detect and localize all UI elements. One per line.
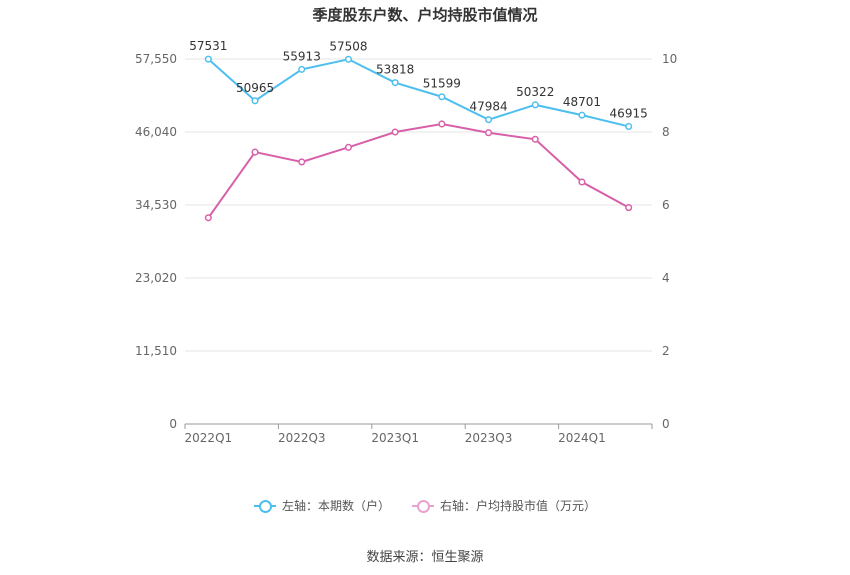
data-point-holders (531, 101, 539, 109)
legend-label-right: 右轴：户均持股市值（万元） (440, 499, 597, 513)
x-axis-tick-label: 2024Q1 (558, 431, 606, 445)
data-point-avg-value (391, 128, 399, 136)
data-point-holders (438, 93, 446, 101)
x-axis-tick-label: 2022Q1 (185, 431, 233, 445)
series-line-avg-value (207, 122, 630, 219)
x-axis-tick-label: 2023Q1 (371, 431, 419, 445)
left-axis-tick-label: 11,510 (135, 344, 177, 358)
legend: 左轴：本期数（户） 右轴：户均持股市值（万元） (0, 497, 850, 514)
data-label: 57531 (189, 39, 227, 53)
data-label: 50322 (516, 85, 554, 99)
x-axis-tick-label: 2023Q3 (465, 431, 513, 445)
data-label: 47984 (469, 100, 507, 114)
data-point-holders (578, 111, 586, 119)
data-point-avg-value (298, 158, 306, 166)
data-label: 51599 (423, 77, 461, 91)
data-point-holders (298, 65, 306, 73)
x-axis-tick-label: 2022Q3 (278, 431, 326, 445)
left-axis-tick-label: 57,550 (135, 52, 177, 66)
legend-label-left: 左轴：本期数（户） (281, 499, 390, 513)
right-axis-tick-label: 10 (662, 52, 677, 66)
data-label: 55913 (283, 49, 321, 63)
data-point-avg-value (578, 178, 586, 186)
data-label: 53818 (376, 63, 414, 77)
left-axis-tick-label: 0 (169, 417, 177, 431)
data-point-avg-value (204, 214, 212, 222)
left-axis-tick-label: 23,020 (135, 271, 177, 285)
data-source: 数据来源：恒生聚源 (366, 550, 484, 565)
data-label: 50965 (236, 81, 274, 95)
data-point-holders (344, 55, 353, 63)
legend-item-left-series[interactable]: 左轴：本期数（户） (253, 497, 390, 514)
series-line-holders (207, 58, 629, 128)
legend-marker-left (253, 499, 276, 513)
data-point-avg-value (344, 143, 353, 151)
right-axis-tick-label: 2 (662, 344, 670, 358)
data-point-avg-value (485, 129, 493, 137)
legend-marker-right (412, 499, 434, 513)
right-axis-tick-label: 0 (662, 417, 670, 431)
data-point-holders (625, 122, 633, 131)
data-label: 57508 (329, 39, 367, 53)
data-point-holders (251, 97, 259, 105)
right-axis-tick-label: 6 (662, 198, 670, 212)
right-axis-tick-label: 4 (662, 271, 670, 285)
data-point-holders (485, 116, 493, 124)
chart-title: 季度股东户数、户均持股市值情况 (312, 6, 538, 24)
data-point-holders (204, 55, 212, 63)
data-label: 46915 (610, 106, 648, 120)
legend-item-right-series[interactable]: 右轴：户均持股市值（万元） (412, 497, 596, 514)
left-axis-tick-label: 34,530 (135, 198, 177, 212)
left-axis-tick-label: 46,040 (135, 125, 177, 139)
data-point-avg-value (251, 148, 259, 156)
data-point-holders (391, 79, 399, 87)
data-point-avg-value (531, 135, 539, 143)
data-point-avg-value (438, 120, 446, 128)
right-axis-tick-label: 8 (662, 125, 670, 139)
data-label: 48701 (563, 95, 601, 109)
data-point-avg-value (625, 204, 633, 212)
